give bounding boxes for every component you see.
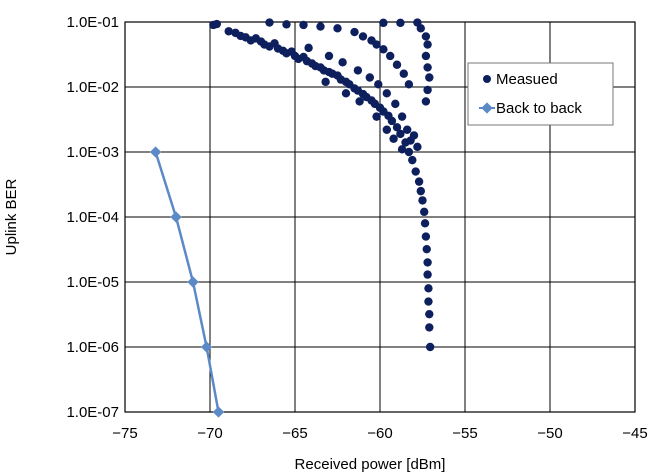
data-point-measued: [282, 20, 291, 29]
data-point-measued: [409, 131, 419, 140]
legend: Measued Back to back: [467, 62, 614, 126]
y-tick-label: 1.0E-01: [66, 14, 119, 31]
data-point-measued: [392, 60, 402, 69]
data-point-measued: [421, 232, 431, 241]
data-point-measued: [425, 323, 434, 332]
data-point-measued: [304, 43, 313, 53]
data-point-measued: [365, 73, 374, 82]
data-point-measued: [350, 27, 359, 37]
data-point-measued: [424, 284, 433, 293]
data-point-measued: [333, 24, 342, 33]
legend-marker-measued: [483, 75, 491, 83]
data-point-measued: [397, 112, 407, 121]
data-point-measued: [372, 40, 381, 49]
data-point-measued: [321, 77, 330, 87]
data-point-measued: [420, 207, 429, 217]
x-tick-label: −45: [622, 425, 647, 442]
data-point-measued: [421, 97, 431, 106]
legend-label-measued: Measued: [496, 71, 558, 88]
data-point-measued: [386, 51, 395, 61]
y-tick-label: 1.0E-05: [66, 274, 119, 291]
x-tick-label: −70: [197, 425, 222, 442]
data-point-measued: [413, 142, 422, 152]
data-point-measued: [324, 51, 334, 61]
data-point-measued: [416, 186, 425, 196]
data-point-measued: [355, 97, 364, 106]
data-point-back-to-back: [187, 276, 199, 288]
data-point-measued: [372, 112, 381, 121]
data-point-measued: [425, 342, 435, 352]
data-point-measued: [418, 196, 427, 205]
data-point-measued: [379, 45, 388, 54]
data-point-measued: [414, 177, 424, 186]
data-point-measued: [299, 20, 308, 30]
data-point-measued: [389, 134, 398, 143]
y-axis-title: Uplink BER: [3, 178, 20, 255]
data-point-measued: [425, 73, 434, 82]
data-point-measued: [341, 89, 351, 98]
data-point-measued: [423, 63, 432, 72]
y-tick-label: 1.0E-06: [66, 339, 119, 356]
data-point-measued: [396, 18, 405, 28]
data-point-measued: [420, 219, 430, 228]
data-point-measued: [423, 270, 432, 279]
data-point-back-to-back: [170, 211, 182, 223]
data-point-measued: [421, 51, 431, 61]
data-point-measued: [399, 69, 408, 78]
data-point-measued: [424, 297, 433, 306]
data-point-measued: [422, 244, 431, 254]
data-point-measued: [423, 40, 432, 49]
series-layer: [149, 18, 435, 418]
data-point-back-to-back: [200, 341, 213, 353]
data-point-measued: [374, 80, 383, 89]
data-point-measued: [265, 18, 274, 27]
data-point-measued: [358, 32, 368, 41]
data-point-measued: [408, 155, 417, 165]
x-tick-label: −55: [452, 425, 477, 442]
data-point-measued: [382, 89, 391, 98]
data-point-measued: [423, 258, 432, 267]
data-point-measued: [212, 19, 221, 29]
x-tick-label: −65: [282, 425, 307, 442]
data-point-measued: [392, 123, 402, 132]
y-tick-label: 1.0E-04: [66, 209, 119, 226]
data-point-measued: [423, 85, 432, 95]
data-point-measued: [421, 32, 431, 41]
data-point-back-to-back: [212, 406, 225, 418]
data-point-measued: [387, 116, 397, 126]
data-point-measued: [397, 145, 407, 154]
data-point-measued: [382, 125, 391, 134]
y-tick-label: 1.0E-02: [66, 79, 119, 96]
data-point-measued: [411, 167, 420, 176]
data-point-measued: [404, 80, 414, 89]
data-point-measued: [224, 27, 233, 36]
data-point-measued: [316, 22, 325, 31]
x-axis-ticks: −75 −70 −65 −60 −55 −50 −45: [112, 425, 647, 442]
y-tick-label: 1.0E-07: [66, 404, 119, 421]
x-tick-label: −50: [537, 425, 562, 442]
data-point-measued: [404, 147, 414, 157]
data-point-measued: [425, 309, 434, 319]
y-tick-label: 1.0E-03: [66, 144, 119, 161]
legend-label-back-to-back: Back to back: [496, 100, 582, 117]
legend-box: [467, 62, 614, 126]
data-point-measued: [416, 24, 425, 33]
data-point-measued: [403, 125, 412, 134]
data-point-measued: [353, 66, 363, 75]
data-point-measued: [338, 58, 347, 67]
data-point-back-to-back: [149, 146, 162, 158]
x-tick-label: −60: [367, 425, 392, 442]
data-point-measued: [379, 18, 388, 28]
x-axis-title: Received power [dBm]: [295, 456, 446, 473]
y-axis-ticks: 1.0E-01 1.0E-02 1.0E-03 1.0E-04 1.0E-05 1.0E-…: [66, 14, 119, 421]
data-point-measued: [391, 99, 400, 109]
data-point-measued: [396, 129, 405, 139]
x-tick-label: −75: [112, 425, 137, 442]
